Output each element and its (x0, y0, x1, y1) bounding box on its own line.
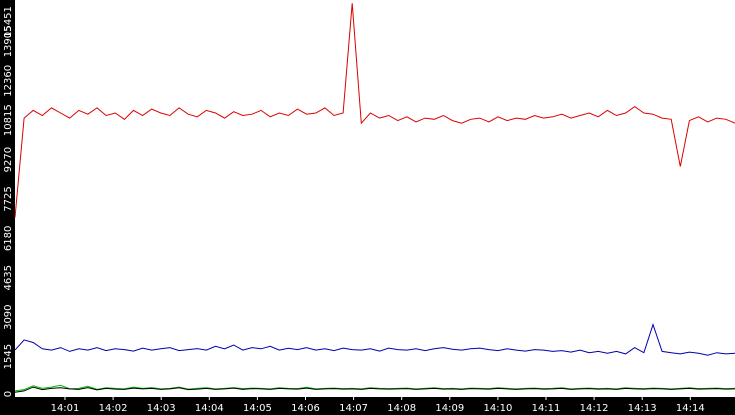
x-tick-label: 14:11 (532, 403, 561, 414)
x-tick-label: 14:02 (99, 403, 128, 414)
series-line-0 (14, 3, 735, 218)
x-tick-labels: 14:01 14:02 14:03 14:04 14:05 14:06 14:07 14:08… (51, 397, 705, 414)
x-tick-label: 14:05 (243, 403, 272, 414)
x-tick-label: 14:14 (676, 403, 705, 414)
y-tick-label: 0 (3, 391, 14, 397)
y-tick-labels: 0 1545 3090 4635 6180 7725 9270 10815 12360 13905… (3, 6, 14, 397)
x-tick-label: 14:06 (291, 403, 320, 414)
y-tick-label: 7725 (3, 186, 14, 211)
y-tick-label: 4635 (3, 265, 14, 290)
x-tick-label: 14:07 (339, 403, 368, 414)
series-layer (14, 3, 735, 393)
y-tick-label: 10815 (3, 104, 14, 136)
x-axis-band (0, 397, 735, 415)
y-tick-label: 1545 (3, 344, 14, 369)
x-tick-label: 14:12 (580, 403, 609, 414)
y-tick-label: 6180 (3, 226, 14, 251)
x-tick-label: 14:08 (387, 403, 416, 414)
series-line-1 (14, 323, 735, 356)
x-tick-label: 14:03 (147, 403, 176, 414)
series-line-3 (14, 386, 735, 393)
x-tick-label: 14:01 (51, 403, 80, 414)
y-tick-label: 12360 (3, 65, 14, 97)
x-tick-label: 14:04 (195, 403, 224, 414)
y-axis-band (0, 0, 15, 415)
x-tick-label: 14:13 (628, 403, 657, 414)
y-tick-label: 13905 (3, 25, 14, 57)
x-tick-label: 14:09 (435, 403, 464, 414)
x-tick-label: 14:10 (483, 403, 512, 414)
y-tick-label: 3090 (3, 304, 14, 329)
y-tick-label: 9270 (3, 147, 14, 172)
y-tick-label: 15451 (3, 6, 14, 38)
